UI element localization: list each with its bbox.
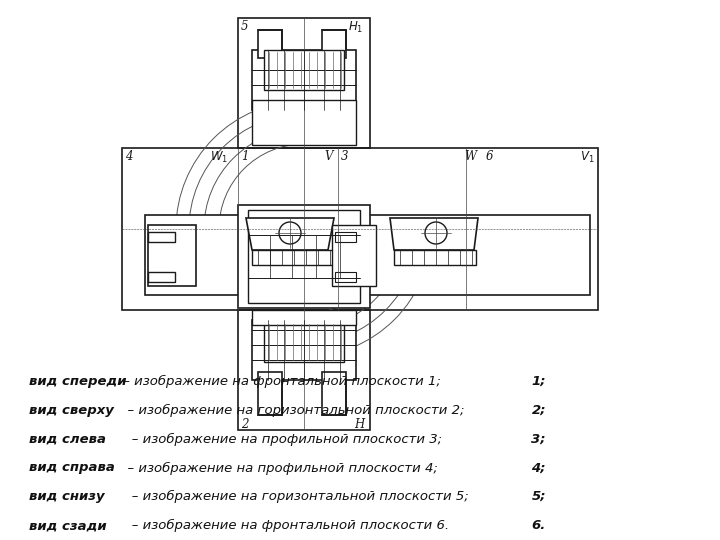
Bar <box>258 30 282 58</box>
Text: 2: 2 <box>241 418 248 431</box>
Text: 5;: 5; <box>531 490 546 503</box>
Polygon shape <box>246 218 334 250</box>
Bar <box>238 310 370 430</box>
Text: 6: 6 <box>486 150 493 163</box>
Bar <box>252 50 356 110</box>
Bar <box>335 272 356 282</box>
Text: 5: 5 <box>241 20 248 33</box>
Text: 3;: 3; <box>531 433 546 446</box>
Bar <box>394 250 476 265</box>
Bar <box>252 320 356 380</box>
Bar <box>264 322 344 362</box>
Text: 2;: 2; <box>531 404 546 417</box>
Bar <box>335 232 356 242</box>
Bar <box>148 272 175 282</box>
Bar <box>148 232 175 242</box>
Bar <box>122 148 598 310</box>
Text: H: H <box>354 418 364 431</box>
Bar <box>252 310 356 325</box>
Text: – изображение на профильной плоскости 4;: – изображение на профильной плоскости 4; <box>120 462 438 475</box>
Bar <box>322 30 346 58</box>
Text: 4;: 4; <box>531 462 546 475</box>
Bar <box>264 50 344 90</box>
Text: 4: 4 <box>125 150 132 163</box>
Text: – изображение на горизонтальной плоскости 2;: – изображение на горизонтальной плоскост… <box>120 404 465 417</box>
Text: – изображение на фронтальной плоскости 1;: – изображение на фронтальной плоскости 1… <box>120 375 441 388</box>
Text: вид сверху: вид сверху <box>29 404 114 417</box>
Bar <box>148 225 196 286</box>
Text: $W_1$: $W_1$ <box>210 150 228 165</box>
Circle shape <box>425 222 447 244</box>
Circle shape <box>279 222 301 244</box>
Text: – изображение на фронтальной плоскости 6.: – изображение на фронтальной плоскости 6… <box>120 519 449 532</box>
Text: вид справа: вид справа <box>29 462 114 475</box>
Bar <box>252 250 336 265</box>
Bar <box>238 205 370 308</box>
Text: 1: 1 <box>241 150 248 163</box>
Text: $H_1$: $H_1$ <box>348 20 364 35</box>
Bar <box>480 225 586 286</box>
Text: вид спереди: вид спереди <box>29 375 126 388</box>
Text: вид снизу: вид снизу <box>29 490 104 503</box>
Bar <box>322 372 346 415</box>
Bar <box>238 18 370 148</box>
Bar <box>145 215 590 295</box>
Bar <box>332 225 376 286</box>
Text: 1;: 1; <box>531 375 546 388</box>
Bar <box>252 100 356 145</box>
Text: 3: 3 <box>341 150 348 163</box>
Bar <box>258 372 282 415</box>
Text: 6.: 6. <box>531 519 546 532</box>
Text: – изображение на профильной плоскости 3;: – изображение на профильной плоскости 3; <box>120 433 443 446</box>
Text: вид сзади: вид сзади <box>29 519 107 532</box>
Text: W: W <box>464 150 476 163</box>
Polygon shape <box>390 218 478 250</box>
Text: – изображение на горизонтальной плоскости 5;: – изображение на горизонтальной плоскост… <box>120 490 469 503</box>
Text: V: V <box>324 150 333 163</box>
Text: $V_1$: $V_1$ <box>580 150 595 165</box>
Text: вид слева: вид слева <box>29 433 106 446</box>
Bar <box>248 210 360 303</box>
